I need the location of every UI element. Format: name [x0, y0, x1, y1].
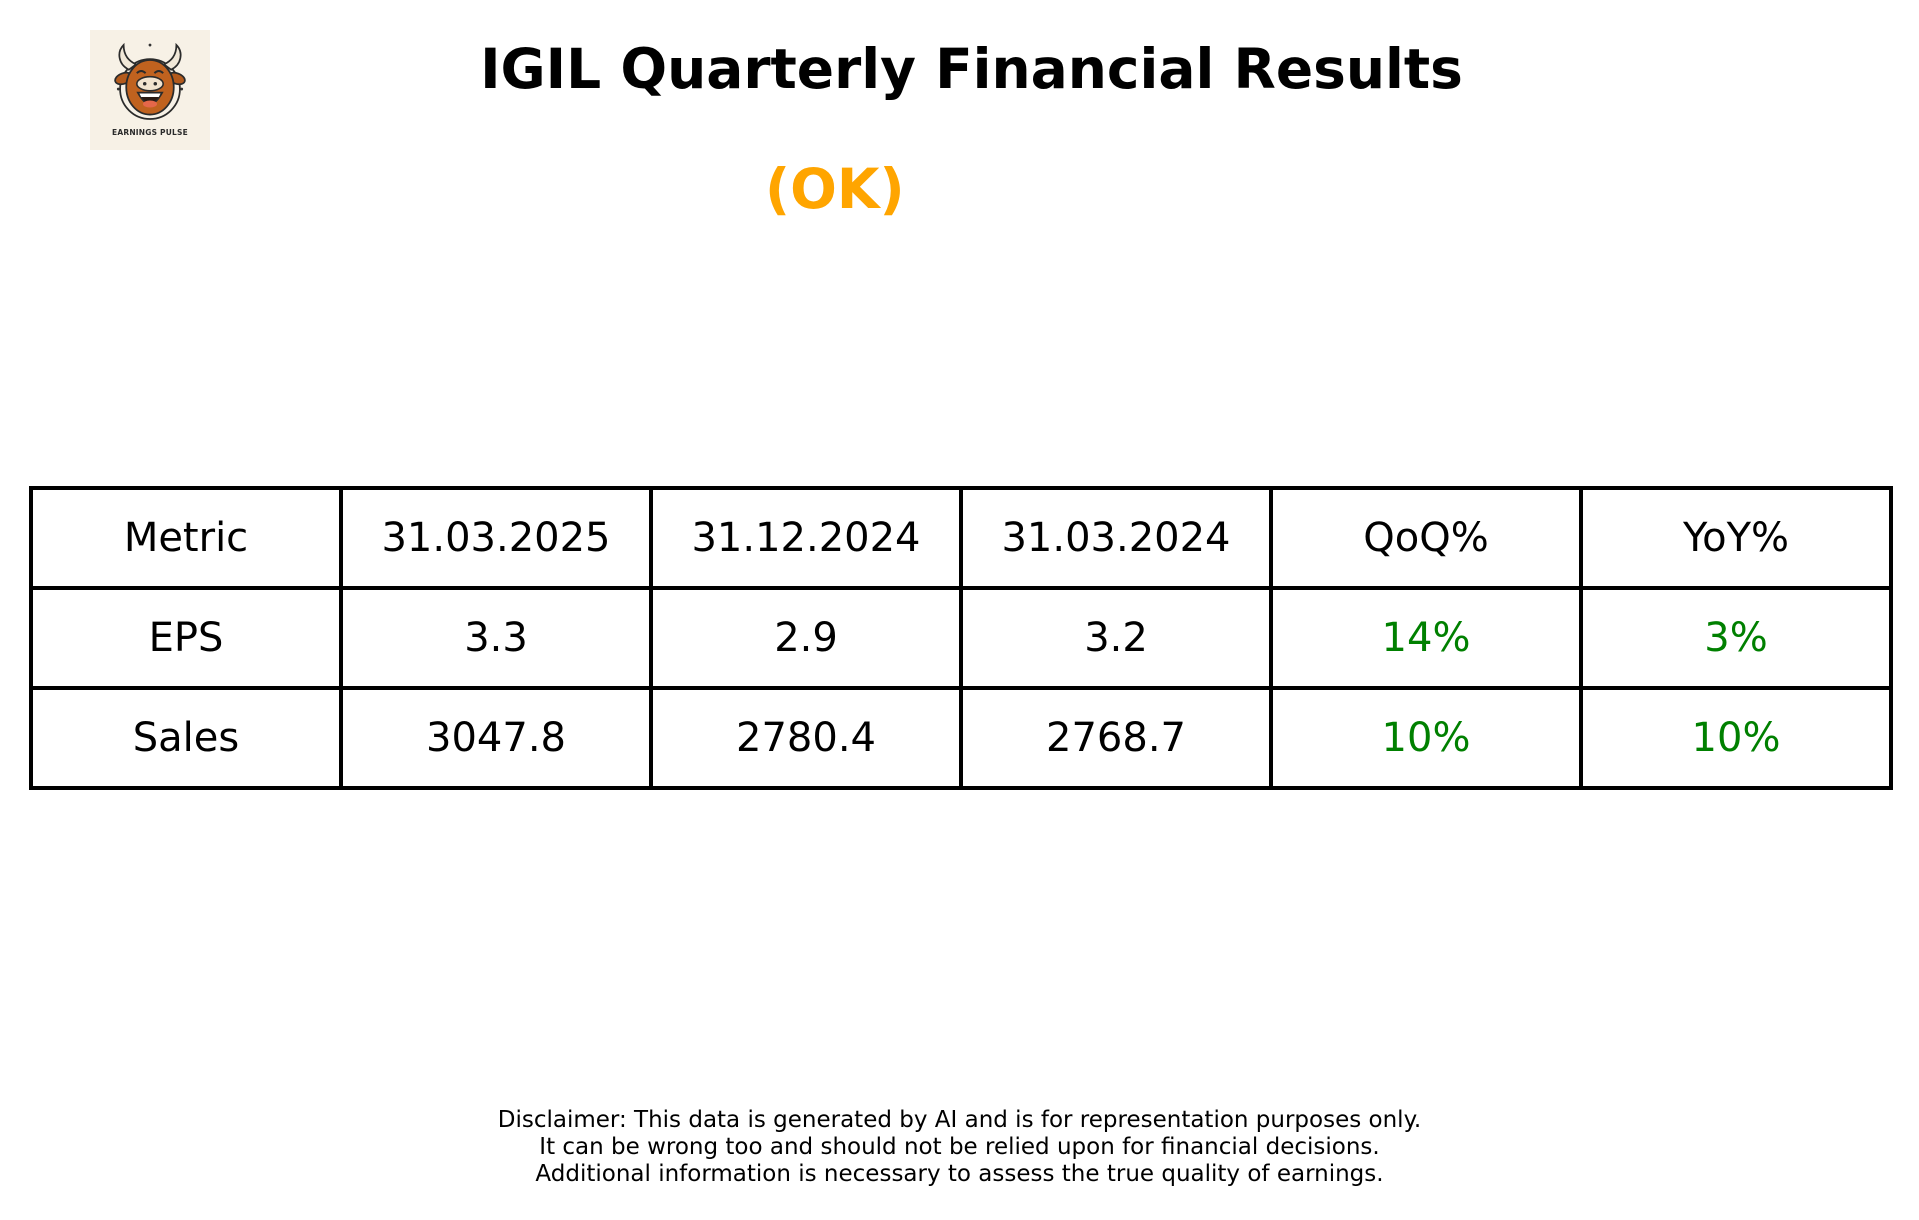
- column-header-qoq: QoQ%: [1269, 486, 1583, 590]
- results-table: Metric 31.03.2025 31.12.2024 31.03.2024 …: [29, 486, 1893, 790]
- disclaimer: Disclaimer: This data is generated by AI…: [0, 1107, 1919, 1188]
- value-previous-quarter: 2780.4: [649, 686, 963, 790]
- disclaimer-line: Disclaimer: This data is generated by AI…: [497, 1107, 1422, 1133]
- disclaimer-line: Additional information is necessary to a…: [535, 1161, 1384, 1187]
- table-row-eps: EPS 3.3 2.9 3.2 14% 3%: [29, 586, 1893, 690]
- value-year-ago-quarter: 3.2: [959, 586, 1273, 690]
- metric-label: EPS: [29, 586, 343, 690]
- value-current-quarter: 3047.8: [339, 686, 653, 790]
- logo-text: EARNINGS PULSE: [112, 128, 188, 137]
- page-title: IGIL Quarterly Financial Results: [480, 37, 1463, 101]
- bull-mascot-icon: [114, 42, 186, 120]
- disclaimer-line: It can be wrong too and should not be re…: [539, 1134, 1380, 1160]
- metric-label: Sales: [29, 686, 343, 790]
- earnings-pulse-logo: EARNINGS PULSE: [90, 30, 210, 150]
- column-header-previous-quarter: 31.12.2024: [649, 486, 963, 590]
- status-badge: (OK): [765, 157, 905, 221]
- qoq-change: 14%: [1269, 586, 1583, 690]
- column-header-current-quarter: 31.03.2025: [339, 486, 653, 590]
- value-previous-quarter: 2.9: [649, 586, 963, 690]
- yoy-change: 10%: [1579, 686, 1893, 790]
- value-year-ago-quarter: 2768.7: [959, 686, 1273, 790]
- yoy-change: 3%: [1579, 586, 1893, 690]
- column-header-yoy: YoY%: [1579, 486, 1893, 590]
- table-header-row: Metric 31.03.2025 31.12.2024 31.03.2024 …: [29, 486, 1893, 590]
- table-row-sales: Sales 3047.8 2780.4 2768.7 10% 10%: [29, 686, 1893, 790]
- qoq-change: 10%: [1269, 686, 1583, 790]
- column-header-year-ago-quarter: 31.03.2024: [959, 486, 1273, 590]
- value-current-quarter: 3.3: [339, 586, 653, 690]
- column-header-metric: Metric: [29, 486, 343, 590]
